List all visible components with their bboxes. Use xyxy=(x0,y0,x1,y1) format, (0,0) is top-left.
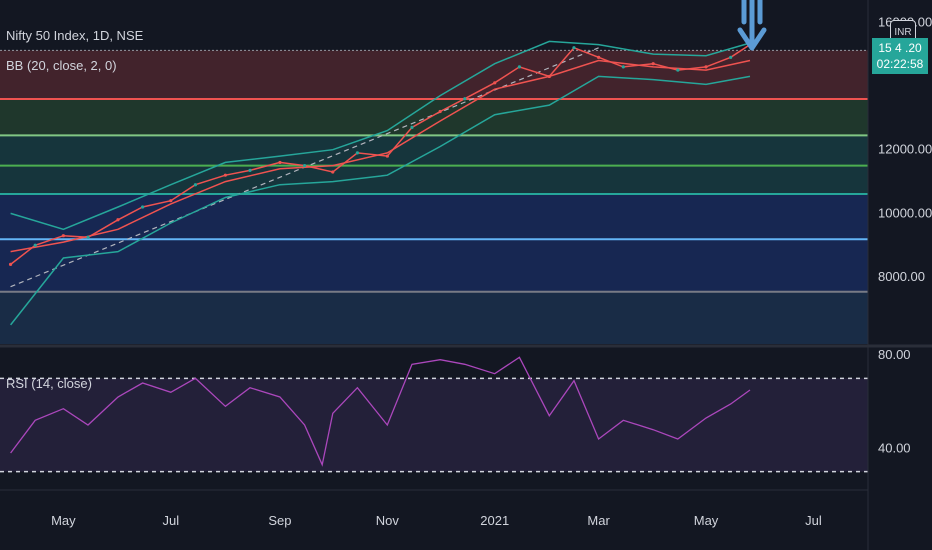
last-price: 15 4 .20 xyxy=(878,41,922,55)
last-price-tag: 15 4 .20 02:22:58 xyxy=(872,38,928,74)
x-tick-label: Jul xyxy=(805,513,822,528)
series-line-bb-upper xyxy=(10,40,751,231)
series-line-bb-lower xyxy=(10,75,751,326)
price-point xyxy=(33,243,37,247)
bb-legend[interactable]: BB (20, close, 2, 0) xyxy=(6,58,117,73)
y-tick-label: 8000.00 xyxy=(878,269,925,284)
price-point xyxy=(116,218,120,222)
y-tick-label: 10000.00 xyxy=(878,205,932,220)
price-point xyxy=(8,262,13,266)
price-point xyxy=(331,170,335,174)
price-point xyxy=(493,81,497,85)
price-point xyxy=(169,199,173,203)
price-point xyxy=(621,65,625,69)
x-tick-label: Mar xyxy=(587,513,610,528)
price-point xyxy=(278,160,282,165)
x-tick-label: May xyxy=(694,513,719,528)
price-point xyxy=(463,97,467,101)
zone-bottom xyxy=(0,291,868,344)
arrow-shape xyxy=(737,0,767,51)
price-point xyxy=(61,234,65,238)
zone-1 xyxy=(0,99,868,136)
price-point xyxy=(676,68,680,72)
zone-3 xyxy=(0,193,868,292)
price-point xyxy=(223,173,227,177)
rsi-band xyxy=(0,378,868,472)
price-point xyxy=(302,164,307,168)
series-line-bb-basis xyxy=(10,59,751,253)
symbol-legend[interactable]: Nifty 50 Index, 1D, NSE xyxy=(6,28,144,43)
rsi-tick-label: 40.00 xyxy=(878,440,911,455)
rsi-tick-label: 80.00 xyxy=(878,347,911,362)
price-point xyxy=(248,168,252,173)
price-point xyxy=(597,55,601,59)
price-point xyxy=(193,183,198,187)
price-point xyxy=(385,154,389,158)
price-point xyxy=(547,74,551,79)
price-point xyxy=(410,125,414,130)
x-tick-label: 2021 xyxy=(480,513,509,528)
price-point xyxy=(141,205,145,209)
rsi-line xyxy=(10,356,751,467)
price-point xyxy=(517,65,521,69)
price-point xyxy=(651,62,655,66)
x-tick-label: May xyxy=(51,513,76,528)
y-tick-label: 12000.00 xyxy=(878,142,932,157)
price-point xyxy=(355,151,360,155)
x-tick-label: Jul xyxy=(162,513,179,528)
price-point xyxy=(86,235,90,239)
arrow-down-icon xyxy=(737,0,767,51)
rsi-legend[interactable]: RSI (14, close) xyxy=(6,376,92,391)
zone-0 xyxy=(0,50,868,100)
price-point xyxy=(572,46,576,50)
x-tick-label: Sep xyxy=(268,513,291,528)
price-point xyxy=(704,65,708,69)
price-point xyxy=(438,109,442,114)
price-point xyxy=(729,55,733,59)
bar-countdown: 02:22:58 xyxy=(876,57,924,71)
x-tick-label: Nov xyxy=(376,513,400,528)
